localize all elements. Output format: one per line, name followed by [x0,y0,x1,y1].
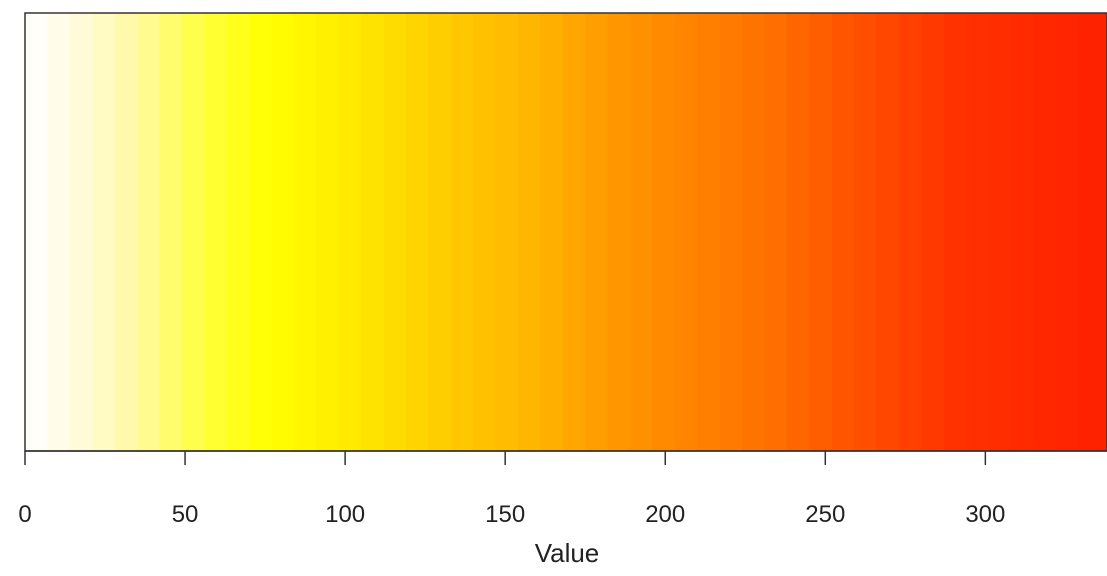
color-band [338,13,362,451]
x-axis-title: Value [535,538,600,568]
color-band [1033,13,1057,451]
x-tick-label: 100 [325,501,365,528]
color-band [159,13,183,451]
color-band [204,13,228,451]
color-band [1078,13,1102,451]
color-band [1055,13,1079,451]
color-band [450,13,474,451]
x-axis-ticks: 0 50 100 150 200 250 300 [18,451,1005,528]
color-band [652,13,676,451]
color-band [697,13,721,451]
color-band [271,13,295,451]
color-band [674,13,699,451]
color-band [966,13,990,451]
color-band [943,13,967,451]
color-band [898,13,923,451]
x-tick-label: 300 [965,501,1005,528]
color-band [316,13,340,451]
color-band [181,13,206,451]
color-band [47,13,71,451]
color-band [876,13,900,451]
color-band [1010,13,1035,451]
color-band [831,13,855,451]
x-tick-label: 200 [645,501,685,528]
color-bands [25,13,1107,451]
color-band [428,13,452,451]
color-band [361,13,385,451]
color-band [226,13,250,451]
color-band [854,13,878,451]
color-band [585,13,609,451]
color-band [137,13,161,451]
color-band [764,13,788,451]
x-tick-label: 150 [485,501,525,528]
color-band [607,13,631,451]
color-band [405,13,430,451]
color-band [1100,13,1107,451]
color-band [69,13,94,451]
color-band [988,13,1012,451]
color-band [25,13,49,451]
color-band [562,13,587,451]
color-band [809,13,833,451]
x-tick-label: 50 [172,501,199,528]
x-tick-label: 250 [805,501,845,528]
x-tick-label: 0 [18,501,31,528]
color-band [249,13,273,451]
color-band [473,13,497,451]
color-band [495,13,519,451]
color-band [383,13,407,451]
color-band [719,13,743,451]
color-band [786,13,811,451]
color-band [630,13,654,451]
color-band [517,13,542,451]
color-band [114,13,138,451]
color-band [540,13,564,451]
color-band [92,13,116,451]
color-band [921,13,945,451]
color-band [742,13,766,451]
color-band [293,13,318,451]
